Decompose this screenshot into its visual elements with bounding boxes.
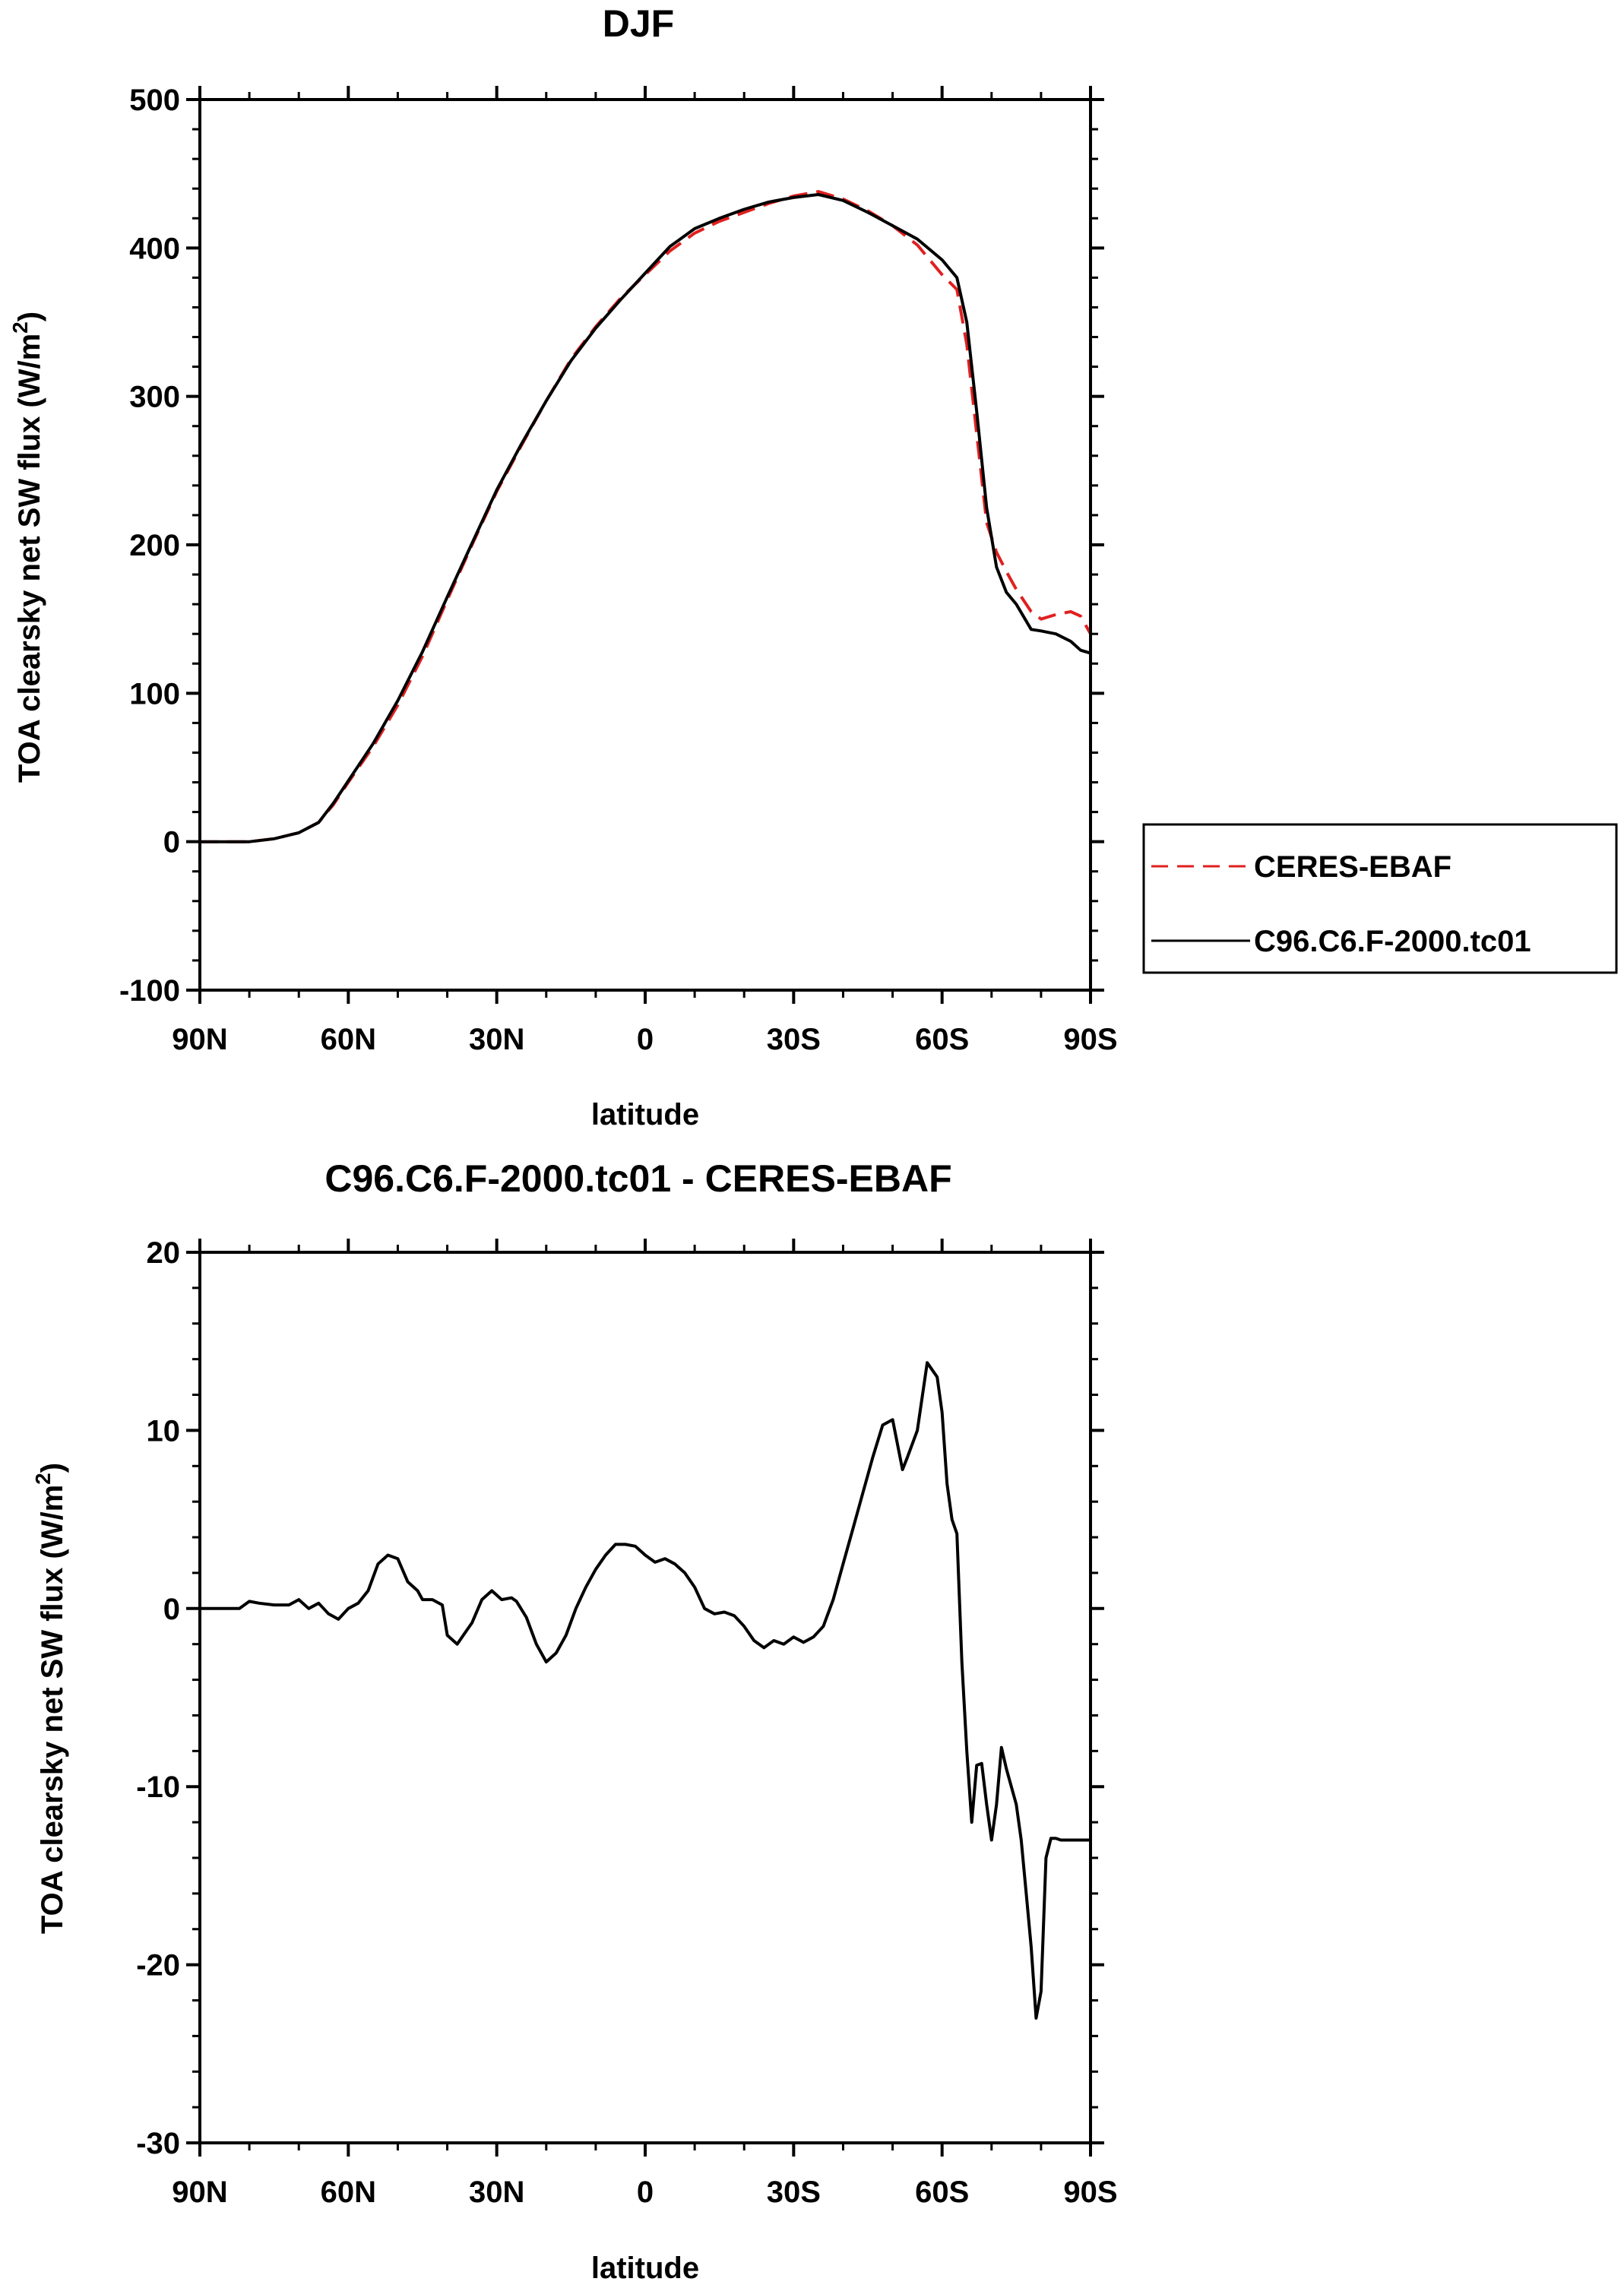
top-series-line-ceres-ebaf	[200, 190, 1092, 843]
bottom-chart-title: C96.C6.F-2000.tc01 - CERES-EBAF	[324, 1157, 951, 1200]
top-x-tick-label: 0	[637, 1023, 654, 1056]
top-y-tick-label: -100	[119, 974, 180, 1008]
bottom-x-tick-label: 60N	[321, 2176, 376, 2209]
top-chart-y-label-tail: )	[13, 312, 46, 321]
top-chart-legend: CERES-EBAF C96.C6.F-2000.tc01	[1142, 823, 1618, 974]
bottom-y-tick-label: -20	[136, 1949, 180, 1983]
top-chart-title: DJF	[603, 2, 674, 45]
bottom-chart-y-ticks: -30 -20 -10 0 10 20	[136, 1236, 1104, 2160]
top-chart-frame	[198, 98, 1092, 992]
top-chart-x-ticks: 90N 60N 30N 0 30S 60S 90S	[172, 86, 1118, 1056]
legend-model-label: C96.C6.F-2000.tc01	[1254, 925, 1531, 958]
top-x-tick-label: 90S	[1063, 1023, 1117, 1056]
top-y-tick-label: 300	[129, 381, 180, 414]
bottom-chart-y-label: TOA clearsky net SW flux (W/m2)	[31, 1463, 69, 1934]
bottom-series-line-difference	[200, 1361, 1091, 2020]
bottom-y-tick-label: -10	[136, 1771, 180, 1804]
legend-box	[1142, 823, 1618, 974]
bottom-chart-series	[200, 1361, 1091, 2020]
bottom-chart-frame	[198, 1251, 1092, 2144]
top-chart-x-label: latitude	[591, 1098, 699, 1131]
top-chart-panel: DJF -100 0 100 200 300 400 500 90N 60N 30N 0 30S 60…	[8, 2, 1618, 1131]
top-x-tick-label: 60N	[321, 1023, 376, 1056]
bottom-x-tick-label: 90N	[172, 2176, 227, 2209]
bottom-chart-y-label-main: TOA clearsky net SW flux (W/m	[36, 1485, 69, 1934]
bottom-chart-x-label: latitude	[591, 2252, 699, 2285]
top-y-tick-label: 100	[129, 677, 180, 710]
bottom-y-tick-label: -30	[136, 2127, 180, 2160]
top-chart-y-label: TOA clearsky net SW flux (W/m2)	[8, 312, 46, 783]
top-chart-series	[200, 190, 1092, 843]
top-x-tick-label: 30N	[469, 1023, 524, 1056]
top-y-tick-label: 500	[129, 84, 180, 117]
bottom-x-tick-label: 30N	[469, 2176, 524, 2209]
top-x-tick-label: 90N	[172, 1023, 227, 1056]
top-y-tick-label: 0	[163, 826, 180, 859]
top-x-tick-label: 60S	[915, 1023, 969, 1056]
top-y-tick-label: 200	[129, 529, 180, 562]
top-chart-y-label-main: TOA clearsky net SW flux (W/m	[13, 334, 46, 783]
bottom-chart-panel: C96.C6.F-2000.tc01 - CERES-EBAF -30 -20 -1…	[31, 1157, 1118, 2285]
bottom-x-tick-label: 30S	[767, 2176, 821, 2209]
bottom-x-tick-label: 60S	[915, 2176, 969, 2209]
bottom-chart-y-label-tail: )	[36, 1463, 69, 1473]
top-chart-y-label-sup: 2	[8, 321, 32, 334]
bottom-x-tick-label: 90S	[1063, 2176, 1117, 2209]
bottom-x-tick-label: 0	[637, 2176, 654, 2209]
top-y-tick-label: 400	[129, 232, 180, 265]
bottom-y-tick-label: 20	[147, 1236, 181, 1270]
bottom-y-tick-label: 10	[147, 1414, 181, 1448]
bottom-y-tick-label: 0	[163, 1593, 180, 1626]
top-chart-y-ticks: -100 0 100 200 300 400 500	[119, 84, 1104, 1008]
top-x-tick-label: 30S	[767, 1023, 821, 1056]
legend-ceres-label: CERES-EBAF	[1254, 850, 1451, 884]
bottom-chart-y-label-sup: 2	[31, 1473, 55, 1485]
top-series-line-c96-c6-f-2000-tc01	[200, 193, 1091, 843]
bottom-chart-x-ticks: 90N 60N 30N 0 30S 60S 90S	[172, 1239, 1118, 2209]
